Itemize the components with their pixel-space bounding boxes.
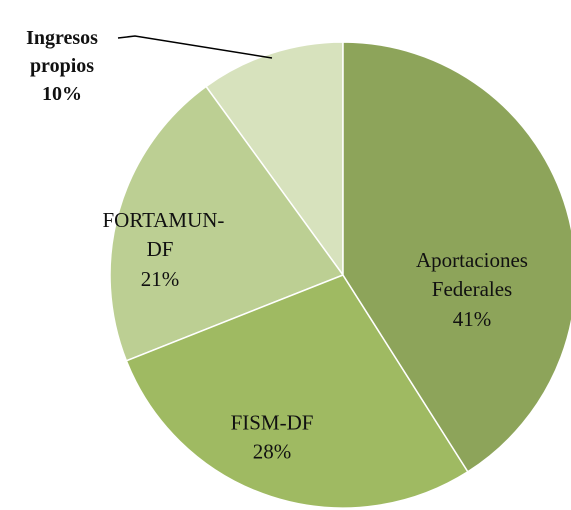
category-label: Ingresos propios — [26, 27, 98, 77]
slice-label: FORTAMUN-DF 21% — [102, 206, 225, 294]
value-label: 41% — [452, 306, 492, 331]
slice-label: Aportaciones Federales 41% — [387, 246, 557, 334]
category-label: FISM-DF — [230, 410, 314, 435]
pie-slice — [109, 85, 345, 362]
pie-slice — [342, 41, 571, 473]
slice-label: Ingresos propios 10% — [7, 24, 117, 108]
category-label: FORTAMUN-DF — [102, 207, 225, 262]
value-label: 28% — [252, 440, 292, 464]
leader-line — [117, 35, 273, 59]
pie-slice — [204, 41, 344, 278]
category-label: Aportaciones Federales — [416, 247, 528, 302]
value-label: 21% — [140, 266, 180, 291]
pie-slice — [125, 274, 469, 509]
slice-label: FISM-DF 28% — [197, 409, 347, 468]
value-label: 10% — [42, 83, 82, 105]
